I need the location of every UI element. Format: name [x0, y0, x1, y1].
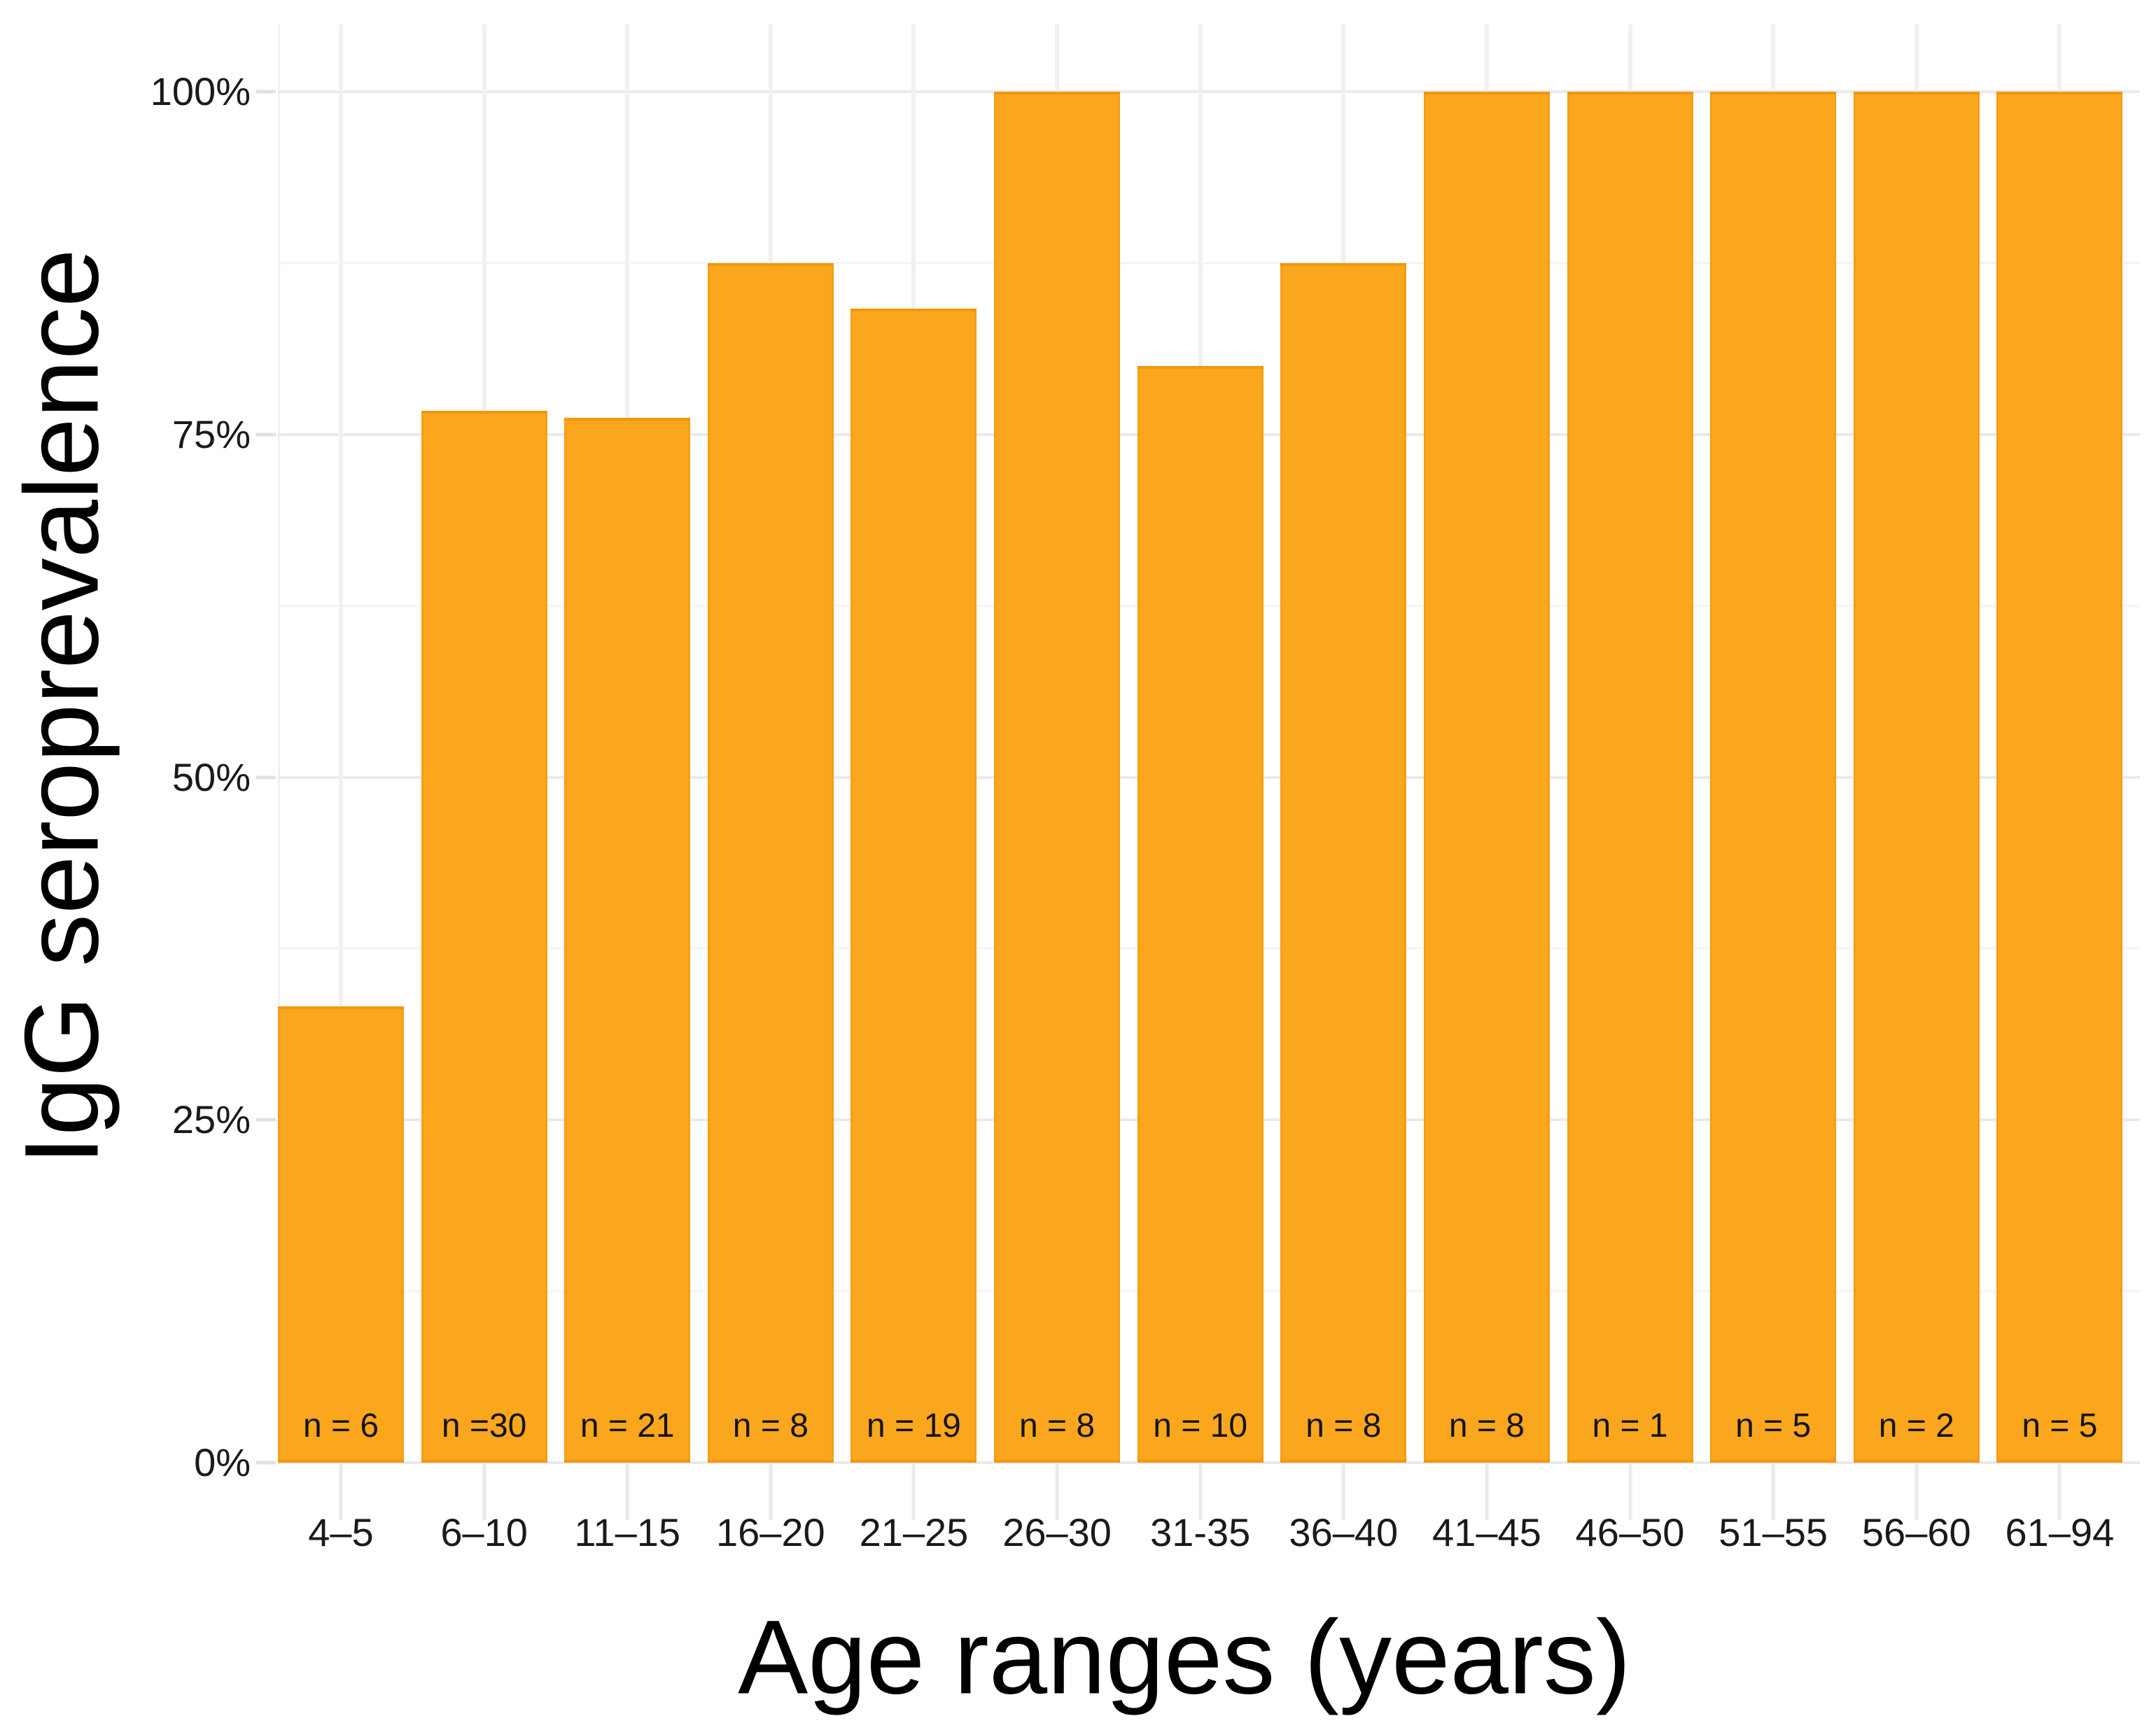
- bar-4–5: n = 6: [278, 1006, 404, 1463]
- bar-36–40: n = 8: [1280, 262, 1407, 1463]
- x-tick-mark: [1771, 1464, 1775, 1520]
- gridline-major-0: [278, 1461, 2140, 1464]
- x-tick-label-41–45: 41–45: [1432, 1510, 1541, 1554]
- y-tick-mark: [256, 775, 276, 779]
- x-tick-mark: [1914, 1464, 1919, 1520]
- y-tick-label-0%: 0%: [194, 1440, 251, 1484]
- gridline-minor-87.5: [278, 262, 2140, 265]
- x-tick-label-56–60: 56–60: [1861, 1510, 1971, 1554]
- bar-16–20: n = 8: [707, 262, 834, 1463]
- bar-count-label: n = 1: [1592, 1407, 1668, 1444]
- x-tick-label-4–5: 4–5: [308, 1510, 374, 1554]
- y-tick-mark: [256, 432, 276, 437]
- y-tick-label-25%: 25%: [172, 1097, 251, 1142]
- bar-41–45: n = 8: [1423, 92, 1550, 1463]
- x-axis-title: Age ranges (years): [738, 1598, 1631, 1716]
- bar-count-label: n = 6: [302, 1407, 379, 1444]
- x-tick-label-51–55: 51–55: [1718, 1510, 1828, 1554]
- bar-31-35: n = 10: [1137, 365, 1264, 1463]
- x-tick-mark: [2057, 1464, 2062, 1520]
- bar-count-label: n = 2: [1878, 1407, 1954, 1444]
- x-tick-mark: [339, 1464, 343, 1520]
- x-tick-mark: [625, 1464, 629, 1520]
- x-tick-label-61–94: 61–94: [2005, 1510, 2115, 1554]
- bar-count-label: n = 19: [867, 1407, 961, 1444]
- x-tick-label-26–30: 26–30: [1002, 1510, 1112, 1554]
- bar-51–55: n = 5: [1710, 92, 1837, 1463]
- bar-count-label: n = 10: [1153, 1407, 1248, 1444]
- bar-count-label: n = 5: [1735, 1407, 1812, 1444]
- bar-count-label: n = 8: [732, 1407, 808, 1444]
- x-tick-mark: [769, 1464, 773, 1520]
- x-tick-mark: [1055, 1464, 1059, 1520]
- bar-61–94: n = 5: [1996, 92, 2123, 1463]
- bar-11–15: n = 21: [564, 418, 691, 1463]
- x-tick-label-11–15: 11–15: [574, 1510, 681, 1554]
- bar-count-label: n = 5: [2022, 1407, 2098, 1444]
- y-tick-mark: [256, 1461, 276, 1465]
- y-tick-mark: [256, 1118, 276, 1122]
- bar-26–30: n = 8: [994, 92, 1121, 1463]
- x-tick-mark: [911, 1464, 916, 1520]
- y-tick-label-50%: 50%: [172, 754, 251, 799]
- x-tick-label-16–20: 16–20: [715, 1510, 825, 1554]
- gridline-vertical-1: [339, 24, 343, 1463]
- panel-left-edge-line: [278, 24, 280, 1463]
- x-tick-label-6–10: 6–10: [440, 1510, 528, 1554]
- y-tick-label-100%: 100%: [150, 69, 251, 113]
- x-tick-mark: [1341, 1464, 1345, 1520]
- bar-count-label: n = 8: [1448, 1407, 1525, 1444]
- x-tick-mark: [1628, 1464, 1632, 1520]
- x-tick-label-31-35: 31-35: [1150, 1510, 1251, 1554]
- x-tick-label-36–40: 36–40: [1289, 1510, 1399, 1554]
- bar-count-label: n = 8: [1306, 1407, 1382, 1444]
- bar-6–10: n =30: [421, 411, 547, 1463]
- plot-panel: n = 6 n =30 n = 21 n = 8 n = 19 n = 8 n = 10 n …: [278, 24, 2140, 1464]
- x-tick-label-46–50: 46–50: [1575, 1510, 1685, 1554]
- y-axis-title: IgG seroprevalence: [2, 248, 120, 1165]
- bar-21–25: n = 19: [850, 308, 977, 1463]
- y-tick-mark: [256, 90, 276, 94]
- bar-count-label: n =30: [441, 1407, 527, 1444]
- gridline-major-100: [278, 90, 2140, 93]
- bar-46–50: n = 1: [1567, 92, 1693, 1463]
- x-tick-mark: [1198, 1464, 1203, 1520]
- bar-56–60: n = 2: [1853, 92, 1980, 1463]
- bar-count-label: n = 8: [1019, 1407, 1096, 1444]
- x-tick-label-21–25: 21–25: [859, 1510, 969, 1554]
- x-tick-mark: [1485, 1464, 1489, 1520]
- bar-count-label: n = 21: [580, 1407, 675, 1444]
- y-tick-label-75%: 75%: [172, 412, 251, 456]
- x-tick-mark: [482, 1464, 486, 1520]
